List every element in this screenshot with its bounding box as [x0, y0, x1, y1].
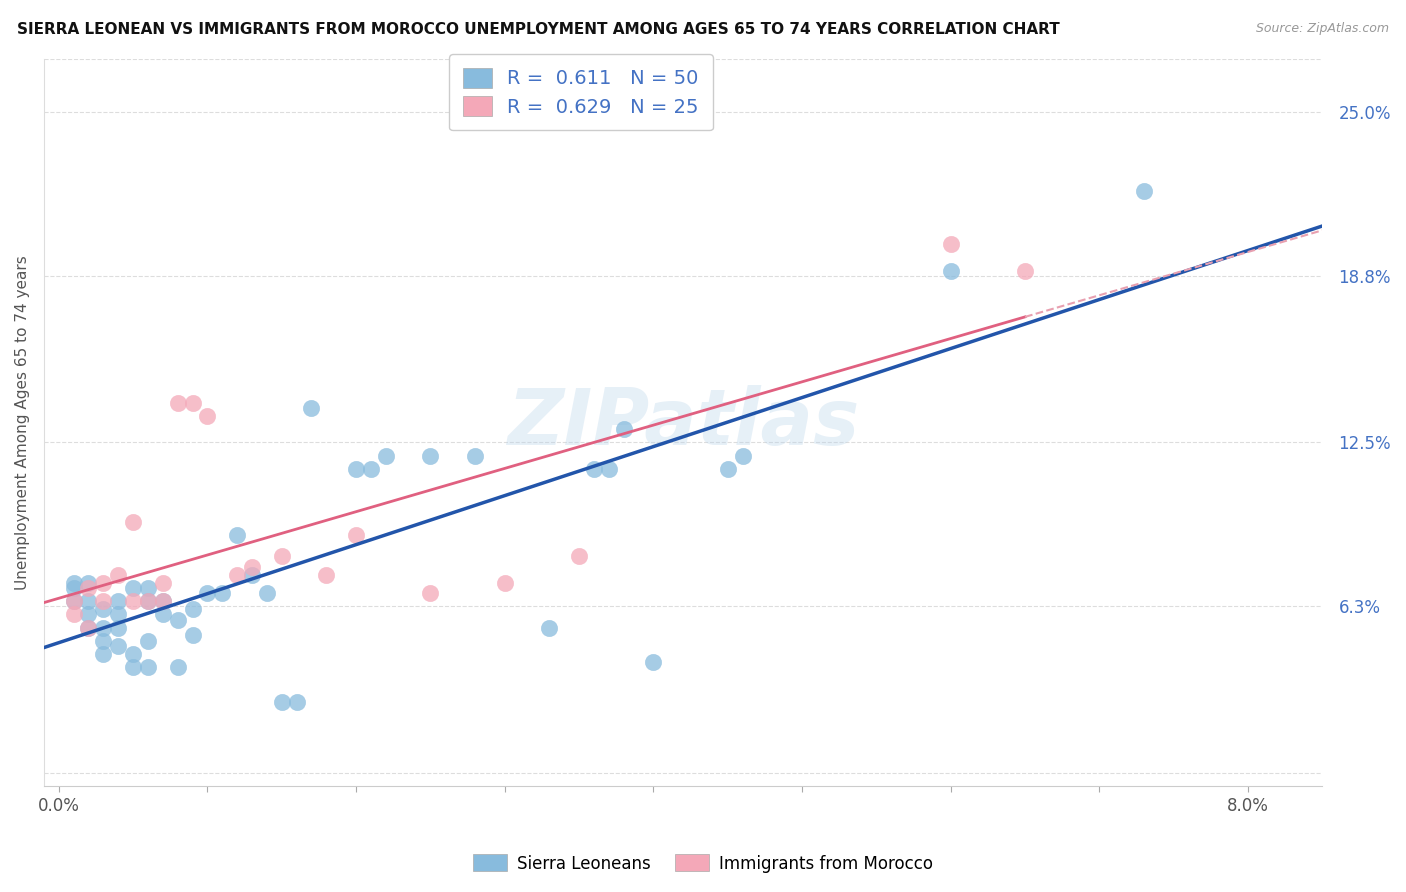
Point [374, 449, 396, 463]
Point [1133, 185, 1156, 199]
Point [344, 462, 367, 476]
Point [107, 567, 129, 582]
Point [166, 660, 188, 674]
Point [717, 462, 740, 476]
Point [93, 633, 115, 648]
Point [136, 581, 159, 595]
Point [107, 607, 129, 622]
Point [582, 462, 605, 476]
Point [77, 575, 100, 590]
Text: Source: ZipAtlas.com: Source: ZipAtlas.com [1256, 22, 1389, 36]
Point [152, 594, 174, 608]
Point [122, 660, 145, 674]
Point [77, 594, 100, 608]
Point [93, 602, 115, 616]
Point [136, 594, 159, 608]
Point [419, 449, 441, 463]
Point [360, 462, 382, 476]
Point [77, 621, 100, 635]
Point [197, 586, 219, 600]
Point [107, 621, 129, 635]
Point [197, 409, 219, 423]
Point [166, 396, 188, 410]
Point [122, 647, 145, 661]
Text: ZIPatlas: ZIPatlas [508, 384, 859, 460]
Point [62, 594, 84, 608]
Point [464, 449, 486, 463]
Point [62, 575, 84, 590]
Point [939, 237, 962, 252]
Point [643, 655, 665, 669]
Point [166, 613, 188, 627]
Point [152, 607, 174, 622]
Point [122, 581, 145, 595]
Point [77, 581, 100, 595]
Point [62, 594, 84, 608]
Point [344, 528, 367, 542]
Point [93, 575, 115, 590]
Point [301, 401, 323, 416]
Point [181, 396, 204, 410]
Point [136, 660, 159, 674]
Y-axis label: Unemployment Among Ages 65 to 74 years: Unemployment Among Ages 65 to 74 years [15, 255, 30, 590]
Point [93, 647, 115, 661]
Point [181, 602, 204, 616]
Point [613, 422, 636, 436]
Point [181, 628, 204, 642]
Point [568, 549, 591, 563]
Point [419, 586, 441, 600]
Legend: R =  0.611   N = 50, R =  0.629   N = 25: R = 0.611 N = 50, R = 0.629 N = 25 [449, 54, 713, 130]
Point [285, 694, 308, 708]
Point [226, 528, 249, 542]
Point [152, 594, 174, 608]
Legend: Sierra Leoneans, Immigrants from Morocco: Sierra Leoneans, Immigrants from Morocco [467, 847, 939, 880]
Point [77, 607, 100, 622]
Point [93, 594, 115, 608]
Text: SIERRA LEONEAN VS IMMIGRANTS FROM MOROCCO UNEMPLOYMENT AMONG AGES 65 TO 74 YEARS: SIERRA LEONEAN VS IMMIGRANTS FROM MOROCC… [17, 22, 1060, 37]
Point [270, 694, 292, 708]
Point [107, 594, 129, 608]
Point [107, 639, 129, 653]
Point [136, 594, 159, 608]
Point [494, 575, 516, 590]
Point [226, 567, 249, 582]
Point [93, 621, 115, 635]
Point [62, 607, 84, 622]
Point [240, 559, 263, 574]
Point [256, 586, 278, 600]
Point [122, 594, 145, 608]
Point [77, 621, 100, 635]
Point [62, 581, 84, 595]
Point [136, 633, 159, 648]
Point [122, 515, 145, 529]
Point [152, 575, 174, 590]
Point [1014, 263, 1036, 277]
Point [598, 462, 620, 476]
Point [939, 263, 962, 277]
Point [538, 621, 561, 635]
Point [315, 567, 337, 582]
Point [270, 549, 292, 563]
Point [211, 586, 233, 600]
Point [240, 567, 263, 582]
Point [731, 449, 754, 463]
